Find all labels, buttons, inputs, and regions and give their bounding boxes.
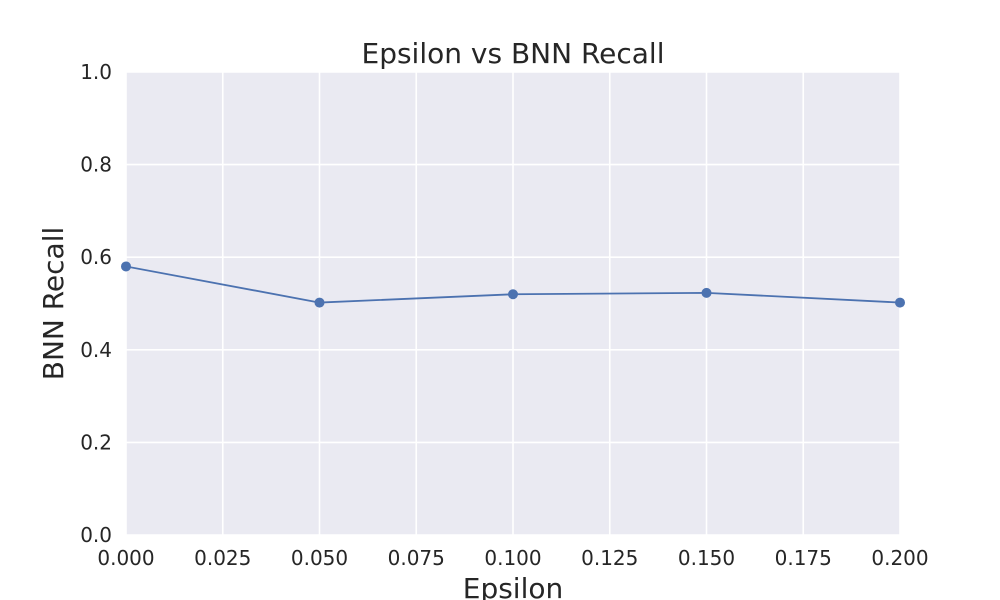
x-axis-label: Epsilon — [463, 572, 564, 600]
x-tick-label: 0.150 — [678, 546, 735, 570]
x-tick-label: 0.200 — [871, 546, 928, 570]
y-tick-label: 0.0 — [80, 523, 112, 547]
y-tick-label: 0.8 — [80, 153, 112, 177]
y-tick-label: 0.4 — [80, 338, 112, 362]
data-point — [121, 261, 131, 272]
y-tick-labels: 0.0 0.2 0.4 0.6 0.8 1.0 — [80, 60, 112, 547]
x-tick-labels: 0.000 0.025 0.050 0.075 0.100 0.125 0.150 0.175… — [97, 546, 928, 570]
x-tick-label: 0.075 — [388, 546, 445, 570]
series-layer — [121, 261, 905, 308]
chart-title: Epsilon vs BNN Recall — [362, 37, 665, 70]
data-point — [895, 297, 905, 308]
x-tick-label: 0.125 — [581, 546, 638, 570]
y-tick-label: 1.0 — [80, 60, 112, 84]
data-point — [701, 287, 712, 298]
y-axis-label: BNN Recall — [37, 227, 70, 381]
data-point — [508, 289, 518, 300]
x-tick-label: 0.000 — [97, 546, 154, 570]
y-tick-label: 0.6 — [80, 245, 112, 269]
y-gridlines — [126, 71, 900, 536]
data-point — [314, 297, 325, 308]
y-tick-label: 0.2 — [80, 430, 112, 454]
x-tick-label: 0.175 — [775, 546, 832, 570]
x-tick-label: 0.050 — [291, 546, 348, 570]
x-tick-label: 0.025 — [194, 546, 251, 570]
x-tick-label: 0.100 — [484, 546, 541, 570]
